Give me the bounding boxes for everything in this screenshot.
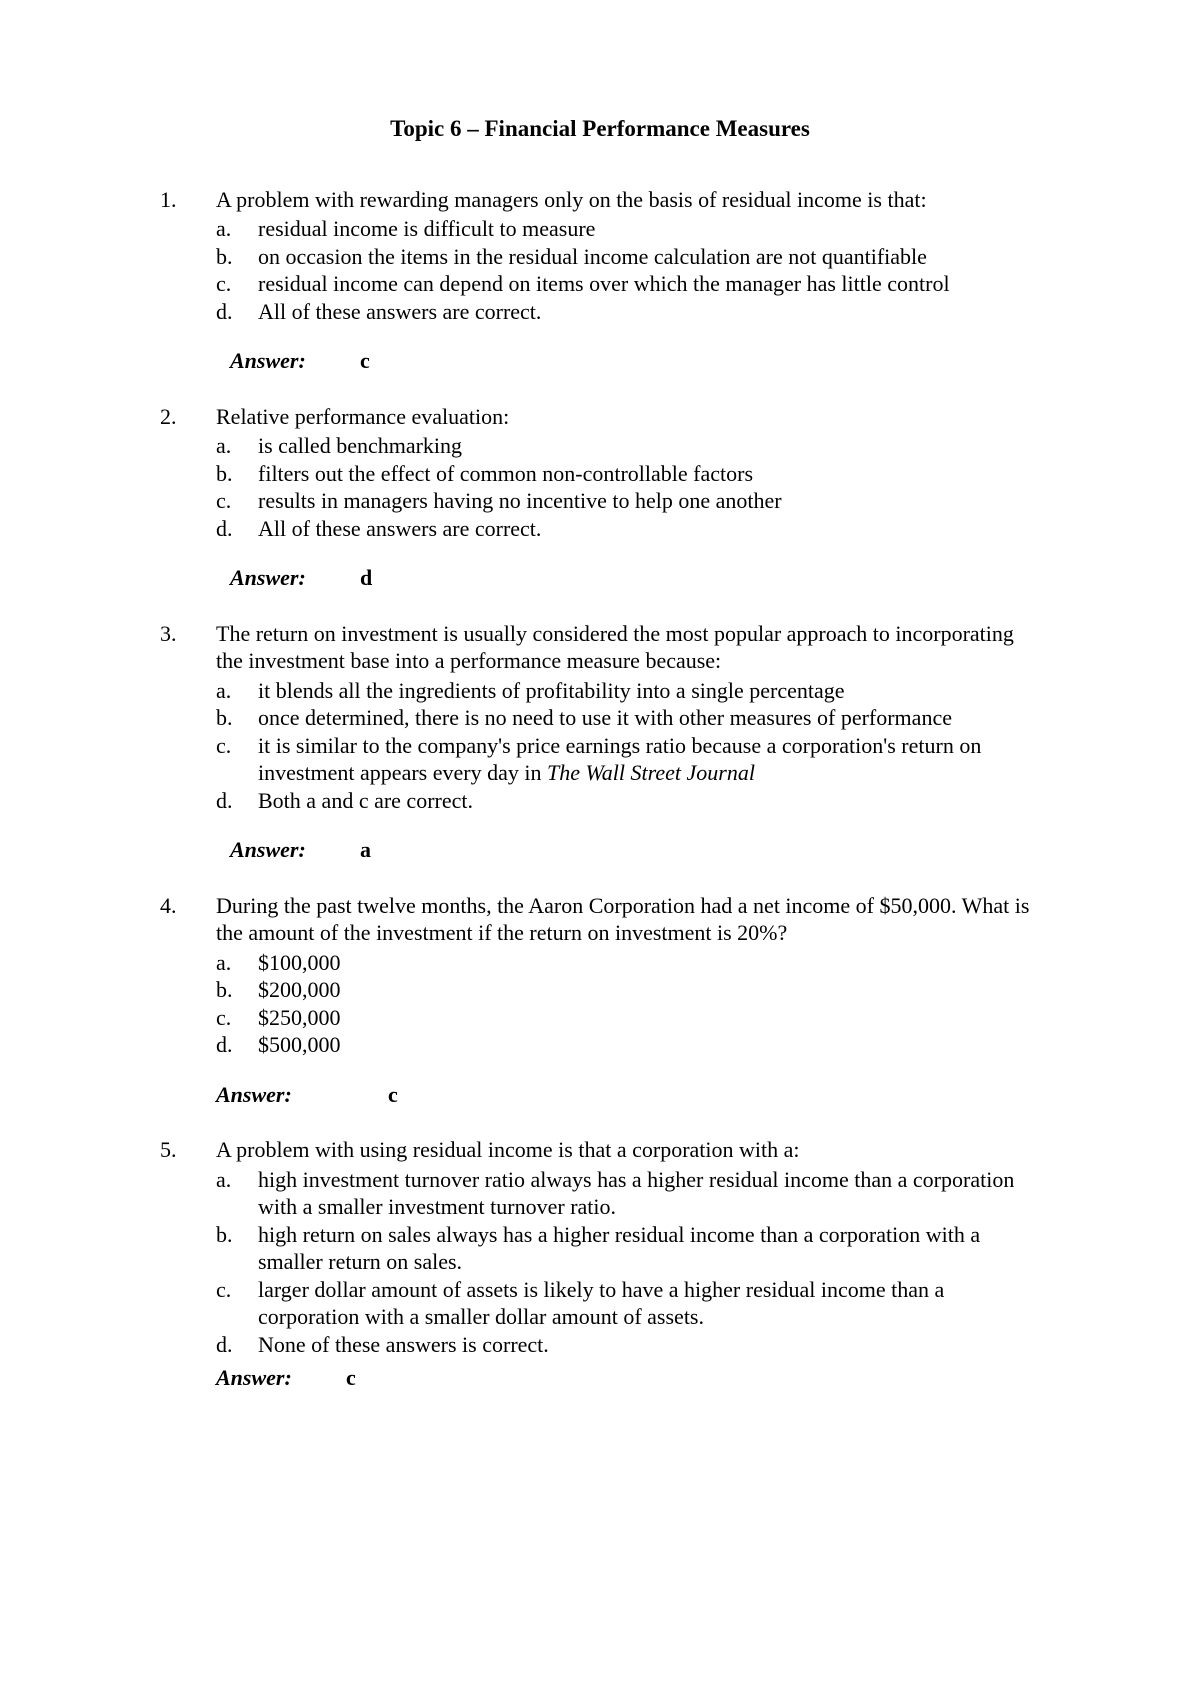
question-number: 2.: [160, 403, 216, 543]
question-stem: The return on investment is usually cons…: [216, 620, 1040, 675]
option-letter: c.: [216, 1004, 258, 1032]
option-c: c. larger dollar amount of assets is lik…: [216, 1276, 1040, 1331]
answer-value: a: [360, 836, 371, 864]
question-3: 3. The return on investment is usually c…: [160, 620, 1040, 815]
option-text: Both a and c are correct.: [258, 787, 1040, 815]
question-1: 1. A problem with rewarding managers onl…: [160, 186, 1040, 326]
option-letter: b.: [216, 976, 258, 1004]
question-body: Relative performance evaluation: a. is c…: [216, 403, 1040, 543]
option-c: c. it is similar to the company's price …: [216, 732, 1040, 787]
option-letter: d.: [216, 298, 258, 326]
answer-row: Answer: c: [216, 1364, 1040, 1392]
option-d: d. All of these answers are correct.: [216, 515, 1040, 543]
option-b: b. high return on sales always has a hig…: [216, 1221, 1040, 1276]
option-text: once determined, there is no need to use…: [258, 704, 1040, 732]
answer-row: Answer: c: [230, 347, 1040, 375]
question-5: 5. A problem with using residual income …: [160, 1136, 1040, 1358]
page-title: Topic 6 – Financial Performance Measures: [160, 115, 1040, 144]
option-text: $500,000: [258, 1031, 1040, 1059]
option-letter: b.: [216, 1221, 258, 1276]
option-d: d. $500,000: [216, 1031, 1040, 1059]
option-text: All of these answers are correct.: [258, 515, 1040, 543]
question-body: A problem with using residual income is …: [216, 1136, 1040, 1358]
option-a: a. residual income is difficult to measu…: [216, 215, 1040, 243]
option-text: high investment turnover ratio always ha…: [258, 1166, 1040, 1221]
answer-value: d: [360, 564, 372, 592]
option-text: results in managers having no incentive …: [258, 487, 1040, 515]
option-text: is called benchmarking: [258, 432, 1040, 460]
option-text: on occasion the items in the residual in…: [258, 243, 1040, 271]
option-text: None of these answers is correct.: [258, 1331, 1040, 1359]
option-b: b. filters out the effect of common non-…: [216, 460, 1040, 488]
option-letter: c.: [216, 732, 258, 787]
question-4: 4. During the past twelve months, the Aa…: [160, 892, 1040, 1059]
answer-label: Answer:: [230, 564, 360, 592]
question-stem: A problem with using residual income is …: [216, 1136, 1040, 1164]
answer-value: c: [360, 347, 370, 375]
question-number: 3.: [160, 620, 216, 815]
option-text: it is similar to the company's price ear…: [258, 732, 1040, 787]
option-letter: c.: [216, 1276, 258, 1331]
option-letter: b.: [216, 460, 258, 488]
option-a: a. is called benchmarking: [216, 432, 1040, 460]
option-c: c. $250,000: [216, 1004, 1040, 1032]
question-2: 2. Relative performance evaluation: a. i…: [160, 403, 1040, 543]
answer-value: c: [346, 1364, 356, 1392]
option-text: $200,000: [258, 976, 1040, 1004]
option-text: filters out the effect of common non-con…: [258, 460, 1040, 488]
option-letter: c.: [216, 270, 258, 298]
option-text: larger dollar amount of assets is likely…: [258, 1276, 1040, 1331]
answer-label: Answer:: [230, 347, 360, 375]
option-letter: a.: [216, 949, 258, 977]
answer-row: Answer: d: [230, 564, 1040, 592]
question-number: 4.: [160, 892, 216, 1059]
option-b: b. once determined, there is no need to …: [216, 704, 1040, 732]
option-letter: d.: [216, 515, 258, 543]
option-letter: d.: [216, 1031, 258, 1059]
document-page: Topic 6 – Financial Performance Measures…: [0, 0, 1200, 1698]
answer-row: Answer: a: [230, 836, 1040, 864]
option-letter: d.: [216, 1331, 258, 1359]
option-d: d. All of these answers are correct.: [216, 298, 1040, 326]
option-letter: c.: [216, 487, 258, 515]
option-text: $250,000: [258, 1004, 1040, 1032]
question-body: A problem with rewarding managers only o…: [216, 186, 1040, 326]
option-a: a. it blends all the ingredients of prof…: [216, 677, 1040, 705]
option-letter: a.: [216, 432, 258, 460]
answer-label: Answer:: [230, 836, 360, 864]
option-d: d. Both a and c are correct.: [216, 787, 1040, 815]
option-letter: a.: [216, 215, 258, 243]
option-b: b. $200,000: [216, 976, 1040, 1004]
option-c: c. residual income can depend on items o…: [216, 270, 1040, 298]
answer-label: Answer:: [216, 1081, 388, 1109]
option-b: b. on occasion the items in the residual…: [216, 243, 1040, 271]
option-a: a. high investment turnover ratio always…: [216, 1166, 1040, 1221]
answer-label: Answer:: [216, 1364, 346, 1392]
option-text: $100,000: [258, 949, 1040, 977]
option-a: a. $100,000: [216, 949, 1040, 977]
option-c: c. results in managers having no incenti…: [216, 487, 1040, 515]
option-letter: a.: [216, 677, 258, 705]
question-stem: A problem with rewarding managers only o…: [216, 186, 1040, 214]
option-letter: d.: [216, 787, 258, 815]
option-text: it blends all the ingredients of profita…: [258, 677, 1040, 705]
question-stem: During the past twelve months, the Aaron…: [216, 892, 1040, 947]
option-letter: b.: [216, 704, 258, 732]
option-text-italic: The Wall Street Journal: [547, 760, 755, 785]
option-d: d. None of these answers is correct.: [216, 1331, 1040, 1359]
option-letter: b.: [216, 243, 258, 271]
option-text: All of these answers are correct.: [258, 298, 1040, 326]
answer-row: Answer: c: [216, 1081, 1040, 1109]
answer-value: c: [388, 1081, 398, 1109]
option-text: residual income can depend on items over…: [258, 270, 1040, 298]
question-number: 5.: [160, 1136, 216, 1358]
question-body: During the past twelve months, the Aaron…: [216, 892, 1040, 1059]
question-body: The return on investment is usually cons…: [216, 620, 1040, 815]
option-letter: a.: [216, 1166, 258, 1221]
question-number: 1.: [160, 186, 216, 326]
question-stem: Relative performance evaluation:: [216, 403, 1040, 431]
option-text: high return on sales always has a higher…: [258, 1221, 1040, 1276]
option-text: residual income is difficult to measure: [258, 215, 1040, 243]
